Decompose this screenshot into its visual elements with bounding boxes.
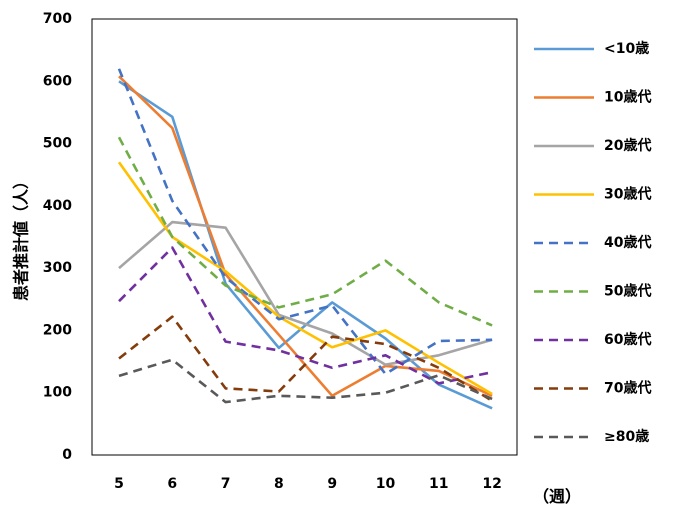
legend-label: 40歳代 — [604, 234, 651, 251]
x-tick-label: 12 — [482, 476, 501, 492]
x-tick-label: 6 — [167, 476, 177, 492]
legend-label: 50歳代 — [604, 283, 651, 300]
x-axis-unit-label: （週） — [533, 487, 581, 506]
y-tick-label: 400 — [43, 198, 72, 214]
series-line — [118, 315, 493, 402]
x-tick-label: 5 — [114, 476, 124, 492]
y-tick-label: 100 — [43, 385, 72, 401]
x-tick-label: 8 — [274, 476, 284, 492]
series-line — [117, 161, 493, 396]
x-tick-labels: 5 6 7 8 9 10 11 12 — [114, 476, 502, 492]
series-lines — [117, 68, 493, 410]
series-line — [118, 358, 493, 404]
y-tick-labels: 0 100 200 300 400 500 600 700 — [43, 11, 72, 463]
legend-label: 30歳代 — [604, 186, 651, 203]
y-tick-label: 300 — [43, 260, 72, 276]
legend-label: 10歳代 — [604, 89, 651, 106]
x-tick-label: 7 — [221, 476, 231, 492]
y-tick-label: 500 — [43, 136, 72, 152]
y-tick-label: 600 — [43, 73, 72, 89]
x-tick-label: 10 — [376, 476, 396, 492]
legend-label: <10歳 — [604, 40, 649, 57]
legend-label: 20歳代 — [604, 137, 651, 154]
x-tick-label: 9 — [327, 476, 337, 492]
y-tick-label: 700 — [43, 11, 72, 27]
series-line — [117, 68, 493, 376]
x-tick-label: 11 — [429, 476, 448, 492]
y-tick-label: 200 — [43, 322, 72, 338]
y-axis-title: 患者推計値（人） — [12, 173, 31, 301]
plot-area — [91, 18, 518, 456]
legend-label: 70歳代 — [604, 380, 651, 397]
series-line — [117, 136, 493, 327]
legend-label: ≥80歳 — [604, 428, 649, 445]
legend: <10歳 10歳代 20歳代 30歳代 40歳代 50歳代 60歳代 70歳代 ≥80歳 — [534, 40, 651, 445]
legend-label: 60歳代 — [604, 331, 651, 348]
y-tick-label: 0 — [62, 447, 72, 463]
